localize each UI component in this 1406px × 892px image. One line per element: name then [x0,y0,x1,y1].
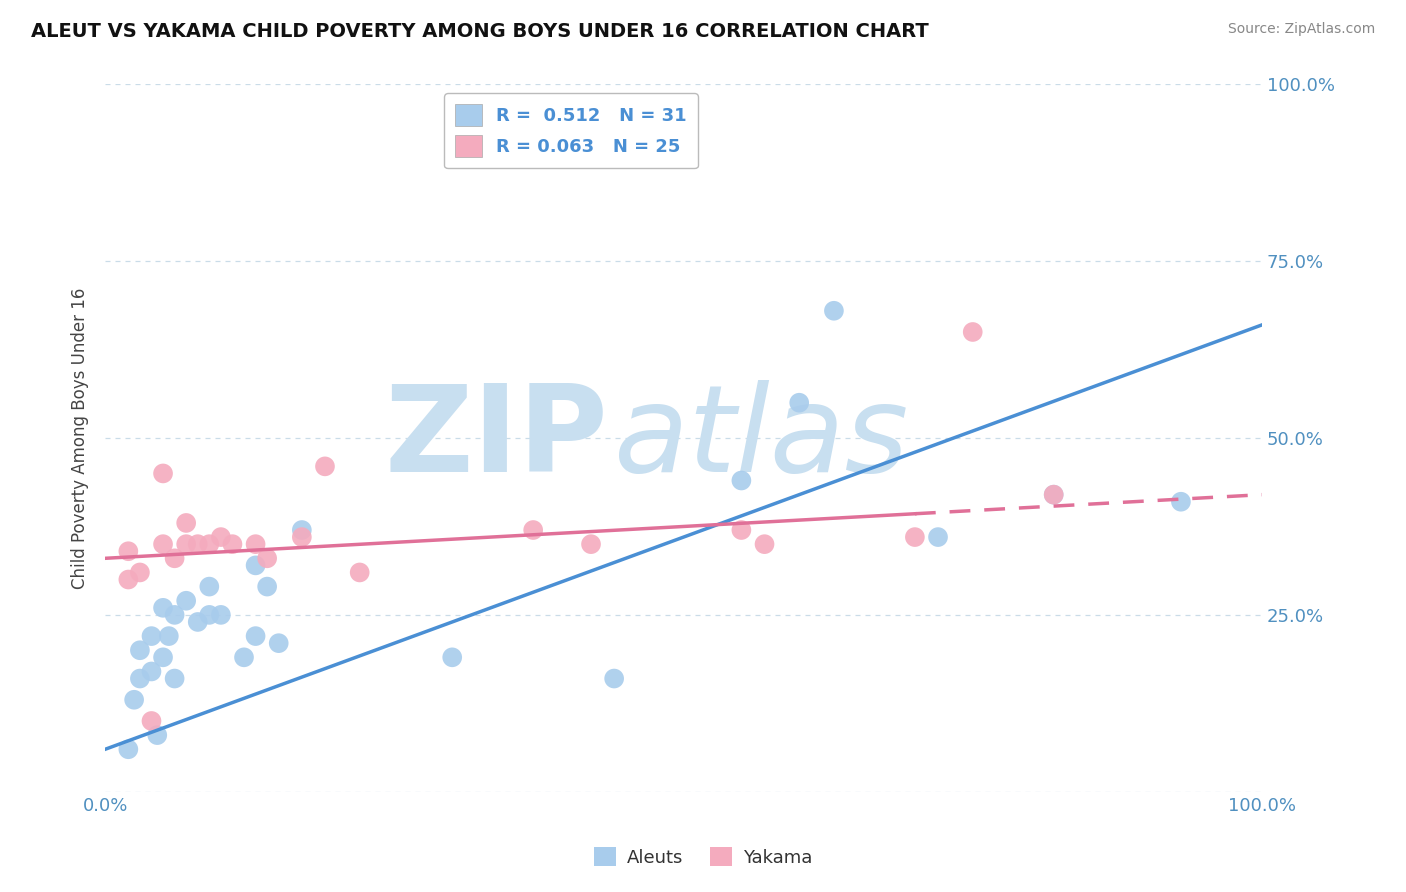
Point [117,544,139,558]
Point [187,537,209,551]
Point [233,650,256,665]
Point [349,566,371,580]
Point [122,692,145,706]
Point [256,551,278,566]
Point [187,615,209,629]
Point [245,537,267,551]
Point [579,537,602,551]
Point [904,530,927,544]
Point [141,665,163,679]
Point [221,537,243,551]
Point [163,551,186,566]
Point [603,672,626,686]
Legend: R =  0.512   N = 31, R = 0.063   N = 25: R = 0.512 N = 31, R = 0.063 N = 25 [444,94,697,169]
Point [174,537,197,551]
Point [522,523,544,537]
Point [245,629,267,643]
Point [129,672,152,686]
Point [146,728,169,742]
Point [198,607,221,622]
Point [1042,488,1064,502]
Point [730,523,752,537]
Point [1042,488,1064,502]
Y-axis label: Child Poverty Among Boys Under 16: Child Poverty Among Boys Under 16 [72,287,89,589]
Point [152,650,174,665]
Point [754,537,776,551]
Point [314,459,336,474]
Point [927,530,949,544]
Text: Source: ZipAtlas.com: Source: ZipAtlas.com [1227,22,1375,37]
Point [209,607,232,622]
Text: atlas: atlas [614,380,910,497]
Point [152,467,174,481]
Point [129,643,152,657]
Point [267,636,290,650]
Legend: Aleuts, Yakama: Aleuts, Yakama [586,840,820,874]
Text: ZIP: ZIP [385,380,609,497]
Point [823,303,845,318]
Point [245,558,267,573]
Point [163,607,186,622]
Point [198,580,221,594]
Point [730,474,752,488]
Point [152,600,174,615]
Point [174,516,197,530]
Point [163,672,186,686]
Point [174,593,197,607]
Point [209,530,232,544]
Point [141,629,163,643]
Point [291,523,314,537]
Point [152,537,174,551]
Point [198,537,221,551]
Point [787,395,810,409]
Point [117,573,139,587]
Point [129,566,152,580]
Point [141,714,163,728]
Point [1170,494,1192,508]
Point [117,742,139,756]
Text: ALEUT VS YAKAMA CHILD POVERTY AMONG BOYS UNDER 16 CORRELATION CHART: ALEUT VS YAKAMA CHILD POVERTY AMONG BOYS… [31,22,929,41]
Point [157,629,180,643]
Point [441,650,464,665]
Point [291,530,314,544]
Point [962,325,984,339]
Point [256,580,278,594]
